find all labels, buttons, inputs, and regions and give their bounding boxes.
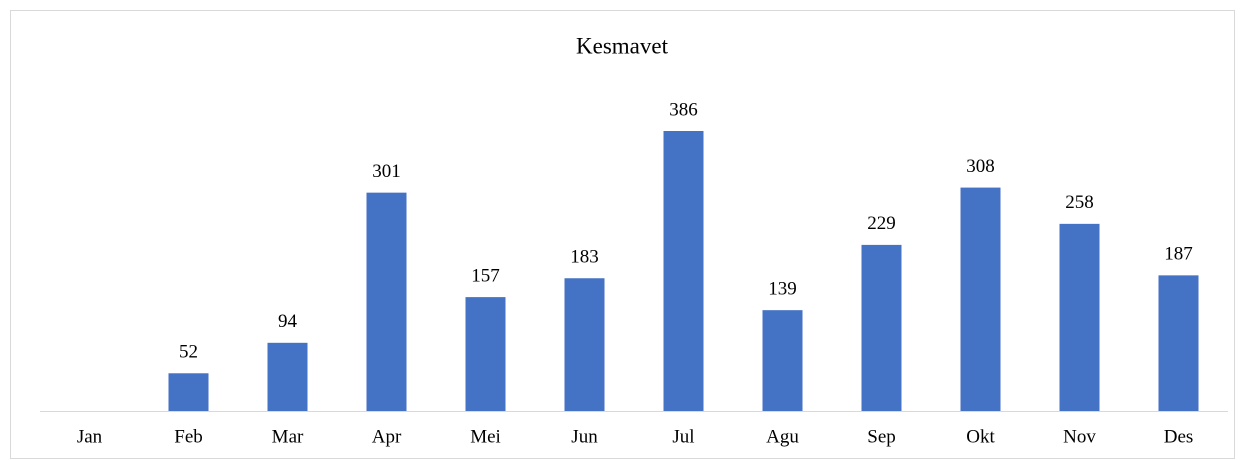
- bar: [861, 244, 902, 411]
- x-tick-label: Sep: [867, 426, 896, 447]
- x-tick-label: Agu: [766, 426, 799, 447]
- x-tick-label: Jun: [571, 426, 598, 447]
- chart-frame: [10, 10, 1235, 459]
- value-label: 308: [966, 156, 995, 177]
- value-label: 139: [768, 279, 797, 300]
- bar: [465, 297, 506, 411]
- chart-title: Kesmavet: [576, 33, 669, 58]
- value-label: 52: [179, 342, 198, 363]
- x-tick-label: Des: [1164, 426, 1194, 447]
- x-tick-label: Feb: [174, 426, 203, 447]
- x-tick-label: Mei: [470, 426, 501, 447]
- value-label: 386: [669, 99, 698, 120]
- x-tick-label: Jul: [672, 426, 694, 447]
- x-tick-label: Mar: [272, 426, 304, 447]
- bar: [762, 310, 803, 411]
- bar: [168, 373, 209, 411]
- bar: [960, 187, 1001, 411]
- bar: [1059, 223, 1100, 411]
- value-label: 229: [867, 213, 896, 234]
- x-tick-label: Apr: [372, 426, 402, 447]
- value-label: 301: [372, 161, 401, 182]
- value-label: 258: [1065, 192, 1094, 213]
- value-label: 183: [570, 247, 599, 268]
- bar: [1158, 275, 1199, 411]
- bar: [663, 131, 704, 411]
- x-tick-label: Jan: [77, 426, 103, 447]
- x-tick-label: Nov: [1063, 426, 1096, 447]
- bar: [366, 192, 407, 411]
- bar: [267, 342, 308, 411]
- bar: [564, 278, 605, 411]
- x-tick-label: Okt: [966, 426, 995, 447]
- value-label: 94: [278, 311, 298, 332]
- value-label: 157: [471, 265, 500, 286]
- value-label: 187: [1164, 244, 1193, 265]
